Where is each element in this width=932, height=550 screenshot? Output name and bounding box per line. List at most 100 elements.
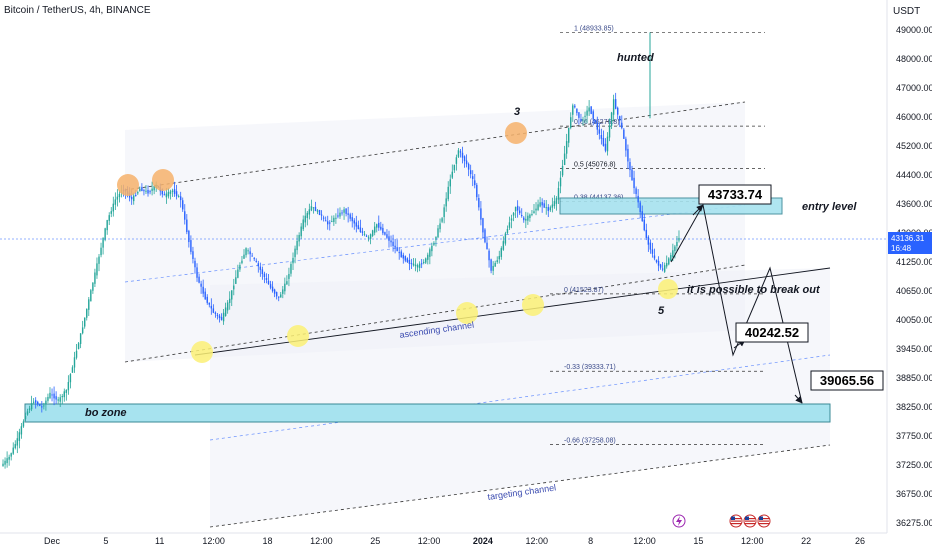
candle-body [263,273,266,278]
candle-body [502,241,505,250]
candle-body [337,215,339,217]
candle-body [678,237,680,241]
candle-body [455,157,458,164]
candle-body [32,401,35,403]
candle-body [16,438,19,446]
us-flag-icon[interactable] [743,514,757,528]
lightning-icon[interactable] [672,514,686,528]
candle-body [6,458,8,464]
candle-body [553,201,556,207]
candle-body [598,129,601,134]
candle-body [271,286,274,292]
candle-body [341,212,343,214]
candle-body [184,211,186,220]
candle-body [655,259,658,263]
projection-path[interactable] [670,203,803,404]
candle-body [259,266,262,270]
candle-body [63,391,66,398]
candle-body [570,117,572,128]
candle-body [277,296,280,298]
x-axis[interactable]: Dec 5 11 12:00 18 12:00 25 12:00 2024 12:00 8 12:00… [44,536,865,546]
candle-body [171,190,174,192]
candle-body [179,196,182,201]
us-flag-icon[interactable] [729,514,743,528]
candle-body [300,226,302,237]
price-box-43733[interactable]: 43733.74 [698,184,772,205]
candle-body [318,209,321,215]
candle-body [198,276,200,283]
candle-body [404,256,407,261]
candle-body [414,264,417,267]
candle-body [380,226,382,230]
candle-body [55,396,57,400]
candle-body [635,188,637,195]
x-tick-label: 12:00 [418,536,441,546]
candle-body [133,195,135,202]
candle-body [425,258,427,263]
candle-body [384,232,386,235]
candle-body [98,256,100,264]
current-price-value: 43136.31 [891,234,925,243]
bo-zone-rect[interactable] [24,403,831,423]
candle-body [578,112,580,118]
candle-body [447,186,449,200]
target-channel-mid-line[interactable] [209,354,831,441]
candle-body [567,127,570,143]
candle-body [280,294,282,298]
candle-body [508,222,511,228]
y-tick-label: 40650.00 [896,286,932,296]
candle-body [498,256,500,260]
point-5-label: 5 [658,305,665,317]
candle-body [484,229,486,243]
target-channel-lower-line[interactable] [209,444,831,528]
candle-body [547,207,549,211]
candle-body [141,187,143,191]
candle-body [222,312,225,322]
candle-body [88,299,90,310]
channel-upper-line[interactable] [124,101,746,191]
candle-body [521,215,523,217]
candle-body [228,298,231,303]
candle-body [167,191,170,197]
candle-body [292,257,294,264]
candle-body [668,258,670,265]
fib-level-label: 0.5 (45076.8) [574,161,616,168]
arrow-to-entry [692,204,704,216]
candle-body [467,163,470,170]
candle-body [610,112,613,126]
candle-body [357,225,360,230]
price-box-40242[interactable]: 40242.52 [735,322,809,343]
candle-body [104,228,106,240]
current-price-countdown: 16:48 [891,244,912,253]
y-axis[interactable]: 49000.00 48000.00 47000.00 46000.00 45200.00… [896,25,932,528]
candle-body [24,416,27,420]
candle-body [114,199,117,205]
candle-body [322,217,325,219]
chart-symbol-title: Bitcoin / TetherUS, 4h, BINANCE [4,5,151,16]
y-tick-label: 44400.00 [896,170,932,180]
candle-body [420,263,423,265]
candle-body [437,228,439,238]
candle-body [147,190,149,194]
candle-body [108,215,110,221]
currency-label: USDT [893,6,921,17]
candle-body [188,230,190,243]
candle-body [14,444,16,449]
candle-body [488,250,490,261]
candle-body [30,403,33,410]
candle-body [535,208,537,211]
candle-body [574,105,576,108]
fib-level-label: -0.33 (39333.71) [564,364,616,371]
candle-body [192,251,194,259]
candle-body [329,222,331,224]
candle-body [429,249,431,257]
candle-body [565,141,568,154]
price-box-39065[interactable]: 39065.56 [810,370,884,391]
us-flag-icon[interactable] [757,514,771,528]
channel-mid-line[interactable] [124,204,746,283]
candle-body [529,214,531,219]
candle-body [343,209,345,213]
candle-body [71,367,74,373]
channel-lower-line[interactable] [124,264,746,363]
